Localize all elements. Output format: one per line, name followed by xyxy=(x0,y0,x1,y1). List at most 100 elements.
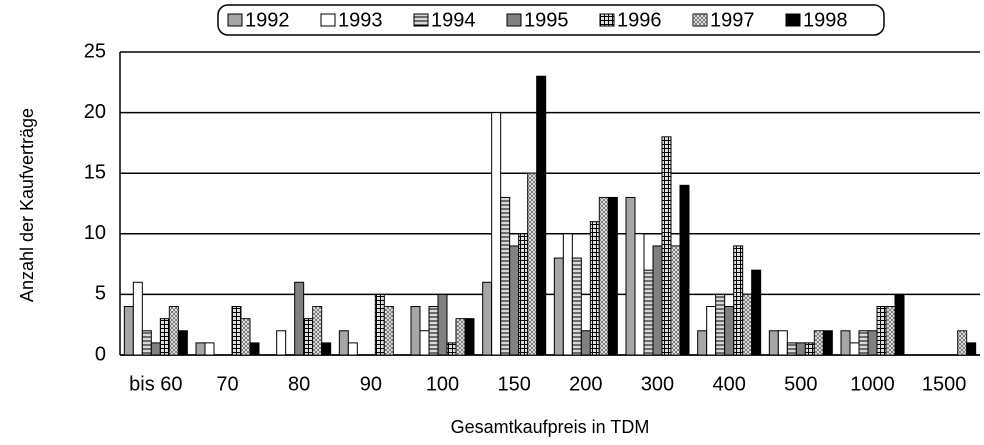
bar xyxy=(804,342,815,356)
bar xyxy=(276,330,287,356)
x-tick-label: bis 60 xyxy=(129,373,182,395)
x-tick-label: 400 xyxy=(712,373,745,395)
bar xyxy=(464,318,475,356)
y-tick-label: 15 xyxy=(84,161,106,183)
y-tick-label: 0 xyxy=(95,343,106,365)
bar xyxy=(634,233,645,356)
bar xyxy=(697,330,708,356)
bar xyxy=(795,342,806,356)
bar xyxy=(858,330,869,356)
bar xyxy=(338,330,349,356)
bar xyxy=(571,257,582,356)
bar xyxy=(706,306,717,356)
bar xyxy=(876,306,887,356)
legend-swatch xyxy=(785,13,801,27)
legend-label: 1992 xyxy=(245,9,290,31)
legend-swatch xyxy=(320,13,336,27)
legend-label: 1996 xyxy=(617,9,662,31)
x-tick-label: 150 xyxy=(497,373,530,395)
bar xyxy=(580,330,591,356)
x-tick-label: 80 xyxy=(288,373,310,395)
bar xyxy=(643,269,654,356)
y-tick-label: 25 xyxy=(84,40,106,62)
x-tick-label: 300 xyxy=(641,373,674,395)
x-tick-label: 1000 xyxy=(850,373,895,395)
x-tick-label: 100 xyxy=(426,373,459,395)
legend-swatch xyxy=(506,13,522,27)
bar xyxy=(867,330,878,356)
x-tick-label: 90 xyxy=(360,373,382,395)
legend-swatch-hatch xyxy=(693,14,707,26)
bar xyxy=(751,269,762,356)
bar xyxy=(419,330,430,356)
bar xyxy=(840,330,851,356)
bar xyxy=(670,245,681,356)
bar xyxy=(141,330,152,356)
bar xyxy=(455,318,466,356)
legend-label: 1994 xyxy=(431,9,476,31)
bar xyxy=(500,196,511,356)
bar xyxy=(177,330,188,356)
bar xyxy=(410,306,421,356)
legend-swatch xyxy=(227,13,243,27)
bar xyxy=(536,75,547,356)
y-tick-label: 5 xyxy=(95,283,106,305)
bar xyxy=(249,342,260,356)
bar xyxy=(742,293,753,356)
bar xyxy=(312,306,323,356)
x-tick-label: 1500 xyxy=(922,373,967,395)
bar xyxy=(294,281,305,356)
bar xyxy=(607,196,618,356)
bar xyxy=(724,306,735,356)
legend-label: 1997 xyxy=(710,9,755,31)
bar xyxy=(885,306,896,356)
legend-swatch-hatch xyxy=(600,14,614,26)
x-tick-label: 500 xyxy=(784,373,817,395)
bar xyxy=(347,342,358,356)
bar xyxy=(849,342,860,356)
bar xyxy=(562,233,573,356)
bar xyxy=(715,293,726,356)
y-axis-label: Anzahl der Kaufverträge xyxy=(17,108,37,302)
bar xyxy=(428,306,439,356)
y-tick-label: 20 xyxy=(84,101,106,123)
legend-box xyxy=(217,4,885,36)
bar xyxy=(553,257,564,356)
bar xyxy=(518,233,529,356)
legend-swatch-hatch xyxy=(414,14,428,26)
x-axis-label: Gesamtkaufpreis in TDM xyxy=(451,417,650,437)
bar xyxy=(446,342,457,356)
bar xyxy=(894,293,905,356)
bar xyxy=(240,318,251,356)
bar xyxy=(966,342,977,356)
bar xyxy=(813,330,824,356)
bar xyxy=(527,172,538,356)
legend-label: 1998 xyxy=(803,9,848,31)
legend-label: 1993 xyxy=(338,9,383,31)
bar xyxy=(491,112,502,356)
bar xyxy=(679,184,690,356)
bar xyxy=(957,330,968,356)
bar xyxy=(482,281,493,356)
bar xyxy=(168,306,179,356)
bar xyxy=(321,342,332,356)
bar xyxy=(159,318,170,356)
bar xyxy=(204,342,215,356)
x-tick-label: 200 xyxy=(569,373,602,395)
bar xyxy=(303,318,314,356)
bar xyxy=(383,306,394,356)
bar xyxy=(625,196,636,356)
bar xyxy=(150,342,161,356)
bar xyxy=(195,342,206,356)
bar xyxy=(132,281,143,356)
bar xyxy=(374,293,385,356)
bar xyxy=(661,136,672,356)
bar xyxy=(733,245,744,356)
y-tick-label: 10 xyxy=(84,222,106,244)
bar xyxy=(652,245,663,356)
bar xyxy=(509,245,520,356)
bar xyxy=(768,330,779,356)
bar xyxy=(123,306,134,356)
legend-label: 1995 xyxy=(524,9,569,31)
